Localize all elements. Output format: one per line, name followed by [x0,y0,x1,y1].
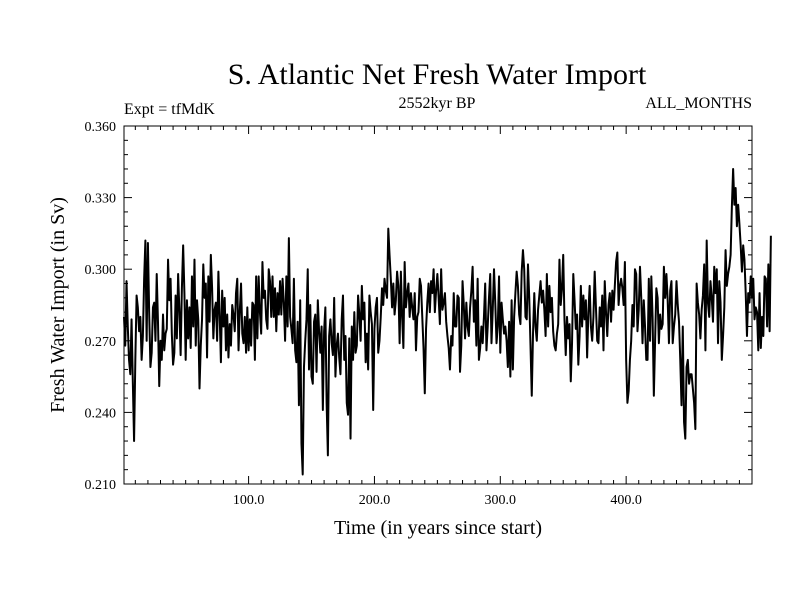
x-tick-label: 300.0 [485,493,517,508]
y-tick-labels: 0.210 0.240 0.270 0.300 0.330 0.360 [85,120,117,493]
y-tick-label: 0.300 [85,263,117,278]
y-tick-label: 0.210 [85,478,117,493]
x-tick-label: 400.0 [610,493,642,508]
y-axis-label: Fresh Water Import (in Sv) [47,197,69,413]
y-tick-label: 0.330 [85,192,117,207]
y-tick-label: 0.360 [85,120,117,135]
series-line [123,167,772,476]
x-axis-label: Time (in years since start) [334,517,542,539]
y-tick-label: 0.240 [85,406,117,421]
period-label: 2552kyr BP [399,95,476,112]
x-tick-labels: 100.0 200.0 300.0 400.0 [233,493,642,508]
experiment-label: Expt = tfMdK [124,101,215,118]
months-label: ALL_MONTHS [645,95,752,112]
x-tick-label: 200.0 [359,493,391,508]
plot-frame [123,125,753,485]
chart-title: S. Atlantic Net Fresh Water Import [228,58,647,91]
x-tick-label: 100.0 [233,493,265,508]
y-tick-label: 0.270 [85,335,117,350]
